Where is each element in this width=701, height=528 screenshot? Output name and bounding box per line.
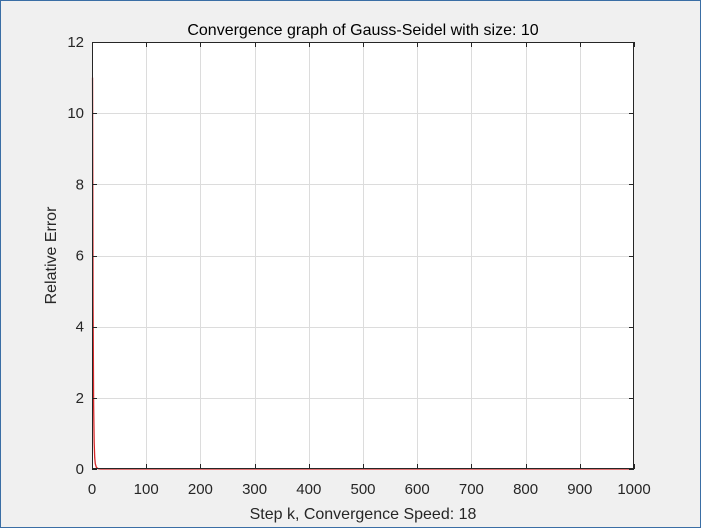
x-tick-label: 200 <box>188 481 213 498</box>
x-tick-label: 300 <box>242 481 267 498</box>
x-tick-label: 100 <box>134 481 159 498</box>
grid <box>92 42 634 469</box>
x-tick-label: 800 <box>513 481 538 498</box>
ticks <box>92 42 635 470</box>
x-tick-label: 700 <box>459 481 484 498</box>
x-tick-label: 0 <box>88 481 96 498</box>
y-tick-label: 4 <box>76 319 84 336</box>
x-tick-label: 400 <box>296 481 321 498</box>
y-axis-label: Relative Error <box>43 206 60 304</box>
x-tick-label: 600 <box>405 481 430 498</box>
y-tick-label: 12 <box>67 34 84 51</box>
x-tick-label: 500 <box>350 481 375 498</box>
y-tick-label: 10 <box>67 105 84 122</box>
tick-labels: 0 100 200 300 400 500 600 700 800 900 1000 0 2 4 6 8 10 1… <box>67 34 650 498</box>
y-tick-label: 8 <box>76 176 84 193</box>
y-tick-label: 0 <box>76 461 84 478</box>
x-tick-label: 900 <box>567 481 592 498</box>
chart-title: Convergence graph of Gauss-Seidel with s… <box>187 22 538 39</box>
y-tick-label: 6 <box>76 248 84 265</box>
x-axis-label: Step k, Convergence Speed: 18 <box>250 506 477 523</box>
x-tick-label: 1000 <box>617 481 650 498</box>
y-tick-label: 2 <box>76 390 84 407</box>
